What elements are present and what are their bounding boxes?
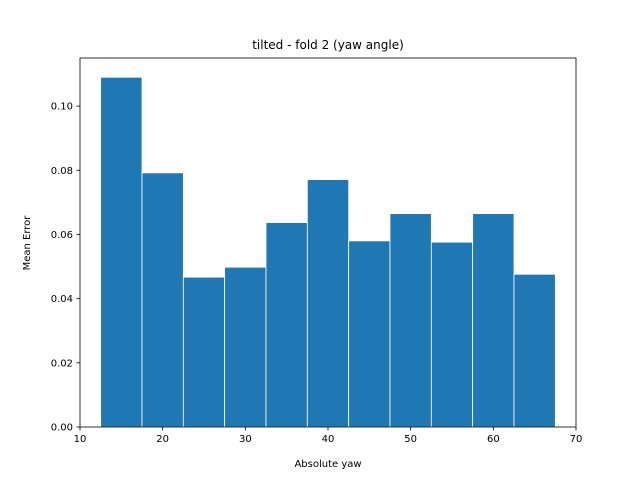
x-axis-label: Absolute yaw [294,459,361,470]
y-tick-label: 0.08 [51,166,73,177]
histogram-bar-1 [141,172,184,428]
y-axis-label: Mean Error [22,215,33,271]
y-tick-label: 0.04 [51,294,73,305]
histogram-bar-8 [430,241,474,428]
bars-group [100,76,556,428]
x-tick-label: 40 [322,434,335,445]
plot-frame [79,57,577,428]
y-tick-label: 0.10 [51,102,73,113]
y-tick-label: 0.06 [51,230,73,241]
x-tick-label: 30 [239,434,252,445]
y-axis-ticks: 0.00 0.02 0.04 0.06 0.08 0.10 [51,102,80,434]
x-tick-label: 50 [404,434,417,445]
histogram-bar-2 [182,276,226,428]
y-tick-label: 0.00 [51,423,73,434]
x-tick-label: 70 [570,434,583,445]
histogram-bar-6 [348,240,391,428]
histogram-bar-7 [389,213,432,428]
x-tick-label: 10 [74,434,87,445]
chart-title: tilted - fold 2 (yaw angle) [252,38,404,52]
histogram-bar-0 [100,76,143,428]
histogram-bar-5 [306,179,350,428]
histogram-bar-10 [513,273,556,428]
histogram-bar-9 [472,213,515,428]
y-tick-label: 0.02 [51,358,73,369]
histogram-bar-3 [224,266,267,428]
x-axis-ticks: 10 20 30 40 50 60 70 [74,427,583,445]
x-tick-label: 20 [156,434,169,445]
x-tick-label: 60 [487,434,500,445]
histogram-bar-4 [265,222,308,428]
